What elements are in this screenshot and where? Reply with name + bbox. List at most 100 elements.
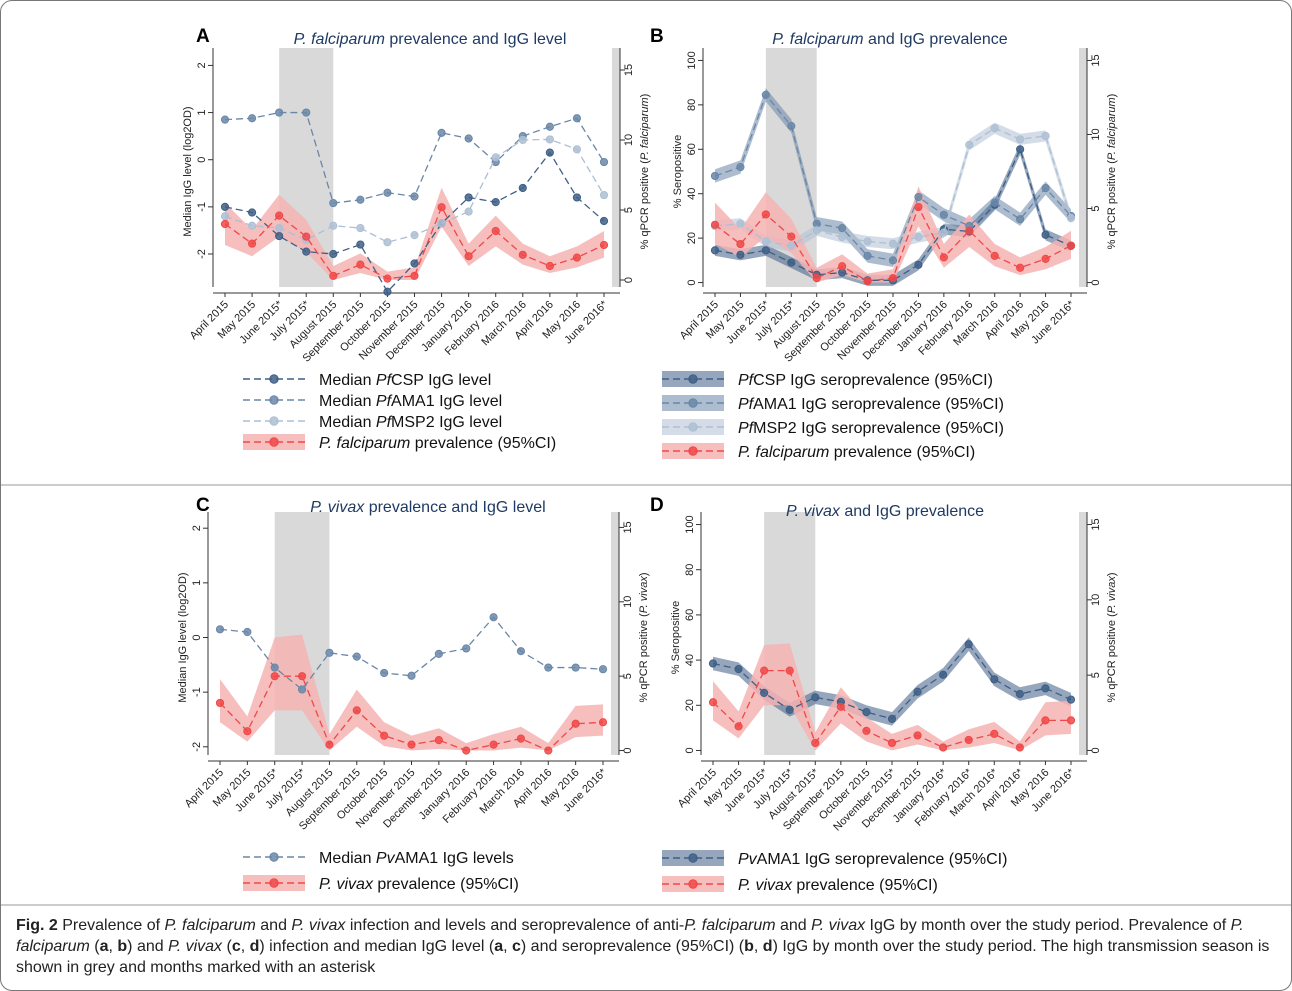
y2-axis-label: % qPCR positive (P. vivax) (1106, 572, 1118, 702)
caption-text: ( (89, 938, 100, 955)
y2-label-part: % qPCR positive ( (638, 613, 650, 703)
panel-letter: D (650, 495, 664, 516)
data-point (518, 250, 527, 259)
data-point (1041, 230, 1050, 239)
caption-text: and (255, 917, 292, 934)
data-point (914, 232, 923, 242)
data-point (572, 145, 582, 154)
data-point (787, 121, 796, 131)
data-point (990, 124, 999, 133)
data-point (836, 702, 845, 711)
data-point (710, 220, 720, 229)
data-point (352, 706, 361, 715)
data-point (1041, 684, 1050, 693)
data-point (913, 731, 922, 740)
data-point (410, 192, 419, 201)
y-tick-label: 100 (684, 515, 696, 533)
panel-title-italic: P. vivax (786, 503, 841, 520)
legend-item: PfMSP2 IgG seroprevalence (95%CI) (662, 419, 1004, 437)
data-point (464, 193, 473, 202)
data-point (329, 198, 338, 208)
caption-text: IgG by month over the study period. Prev… (865, 917, 1231, 934)
data-point (811, 693, 820, 702)
legend-marker (269, 852, 279, 862)
legend-label-italic: Pf (738, 372, 755, 389)
panel-title-italic: P. falciparum (294, 31, 385, 48)
data-point (812, 274, 821, 283)
y-tick-label: 0 (191, 634, 203, 640)
data-point (990, 729, 999, 739)
legend-label: Median PfAMA1 IgG level (319, 393, 502, 410)
data-point (761, 210, 770, 219)
y2-tick-label: 0 (1090, 747, 1102, 753)
data-point (888, 239, 898, 248)
y2-tick-label: 5 (1090, 205, 1102, 211)
panel-title: P. vivax and IgG prevalence (786, 503, 984, 520)
legend-label-part: CSP IgG seroprevalence (95%CI) (753, 372, 993, 389)
caption-text: ) IgG by month over the study period. Th… (16, 938, 1270, 976)
data-point (297, 672, 307, 681)
data-point (1016, 145, 1025, 154)
data-point (437, 219, 446, 228)
data-point (1015, 743, 1024, 752)
panel-d: 0 20 40 60 80 100 % Seropositive 0 5 10 15 % qPCR p… (650, 495, 1118, 894)
legend-label-italic: P. vivax (738, 877, 793, 894)
y2-tick-label: 0 (622, 747, 634, 753)
data-point (1041, 131, 1050, 141)
caption-italic: P. falciparum (684, 917, 776, 934)
data-point (964, 735, 973, 745)
data-point (329, 249, 338, 259)
legend-marker (688, 879, 698, 889)
panel-title-rest: prevalence and IgG level (364, 499, 545, 516)
series-line (219, 616, 604, 691)
legend-item: Median PfAMA1 IgG level (243, 393, 502, 410)
y-tick-label: -2 (191, 742, 203, 752)
data-point (599, 240, 609, 250)
caption-text: , (753, 938, 763, 955)
data-point (761, 237, 770, 246)
data-point (383, 287, 392, 296)
legend-label-part: AMA1 IgG level (391, 393, 502, 410)
legend-label: P. falciparum prevalence (95%CI) (738, 444, 975, 461)
data-point (862, 707, 871, 717)
y-tick-label: -2 (196, 249, 208, 259)
y-axis-label: Median IgG level (log2OD) (177, 572, 189, 702)
data-point (270, 672, 279, 681)
y2-tick-label: 0 (623, 277, 635, 283)
y-tick-label: 1 (196, 110, 208, 116)
legend-item: Median PfCSP IgG level (243, 372, 491, 389)
legend-marker (269, 374, 279, 384)
data-point (356, 240, 365, 249)
legend-marker (269, 437, 279, 447)
legend-label: Median PvAMA1 IgG levels (319, 850, 514, 867)
data-point (708, 659, 718, 668)
data-point (939, 743, 948, 752)
caption-bold: d (762, 938, 773, 955)
data-point (275, 223, 284, 233)
data-point (787, 232, 796, 241)
right-axis-strip (1079, 48, 1087, 287)
legend-marker (269, 878, 279, 888)
data-point (491, 226, 500, 236)
y2-tick-label: 10 (1090, 594, 1102, 606)
data-point (572, 114, 582, 123)
data-point (270, 663, 279, 672)
y2-label-part: ) (639, 94, 651, 98)
data-point (220, 202, 230, 211)
legend-label-part: Median (319, 850, 376, 867)
data-point (939, 253, 948, 262)
legend-item: PfAMA1 IgG seroprevalence (95%CI) (662, 395, 1004, 413)
legend-label-italic: Pf (376, 414, 393, 431)
y2-tick-label: 5 (622, 673, 634, 679)
y2-tick-label: 15 (623, 64, 635, 76)
legend-label: PfAMA1 IgG seroprevalence (95%CI) (738, 396, 1004, 413)
y-tick-label: 60 (686, 143, 698, 155)
data-point (275, 108, 284, 117)
caption-italic: P. falciparum (16, 917, 1244, 955)
y-tick-label: 1 (191, 580, 203, 586)
data-point (965, 226, 974, 235)
data-point (356, 260, 365, 269)
y-tick-label: -1 (191, 687, 203, 697)
